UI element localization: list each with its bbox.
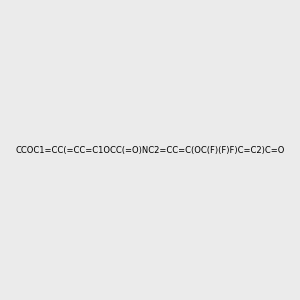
Text: CCOC1=CC(=CC=C1OCC(=O)NC2=CC=C(OC(F)(F)F)C=C2)C=O: CCOC1=CC(=CC=C1OCC(=O)NC2=CC=C(OC(F)(F)F…: [15, 146, 285, 154]
